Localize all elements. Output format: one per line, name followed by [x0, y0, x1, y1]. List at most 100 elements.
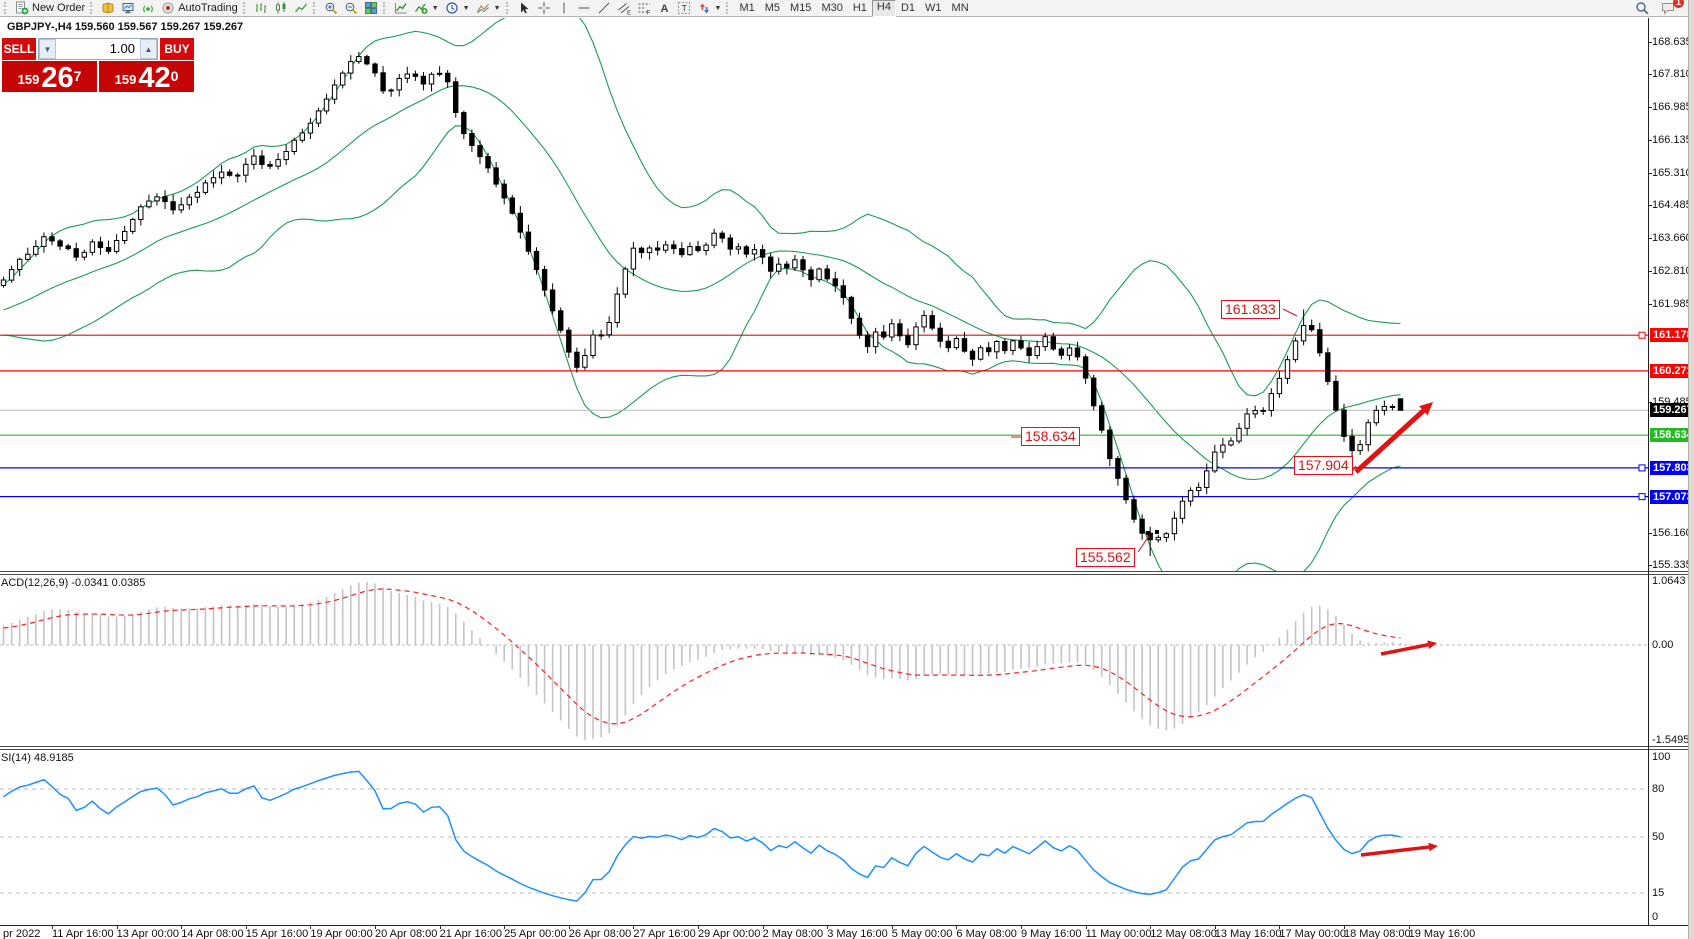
rsi-axis-80: 80	[1652, 783, 1665, 795]
volume-decrease-button[interactable]: ▼	[39, 39, 56, 59]
line-chart-button[interactable]	[291, 1, 311, 16]
toolbar: New Order AutoTrading ▼ ▼ ▼ E F A T ▼ M1 M5 M15 M30 H1…	[0, 0, 1694, 17]
price-tick-label: 161.985	[1652, 297, 1692, 310]
rsi-panel-canvas[interactable]	[0, 751, 1648, 924]
timeframe-h1[interactable]: H1	[852, 1, 867, 14]
time-label: 5 May 00:00	[891, 928, 953, 939]
line-handle[interactable]	[1638, 493, 1646, 501]
time-tick-mark	[116, 926, 118, 929]
macd-axis-max: 1.0643	[1652, 575, 1686, 587]
time-tick-mark	[1214, 926, 1216, 929]
candlestick-chart-button[interactable]	[271, 1, 291, 16]
trendline-tool[interactable]	[594, 1, 614, 16]
time-label: 14 Apr 08:00	[181, 928, 244, 939]
arrows-menu-button[interactable]: ▼	[694, 1, 725, 16]
price-annotation-155.562[interactable]: 155.562	[1076, 548, 1135, 567]
hline-icon	[578, 7, 590, 9]
main-chart-canvas[interactable]	[0, 18, 1648, 571]
timeframe-d1[interactable]: D1	[900, 1, 916, 14]
notification-badge: 1	[1672, 0, 1684, 8]
new-order-button-label: New Order	[32, 2, 86, 14]
timeframe-m5[interactable]: M5	[764, 1, 781, 14]
text-label-tool[interactable]: T	[674, 1, 694, 16]
buy-price-big: 42	[138, 62, 171, 94]
candles-icon	[275, 2, 286, 14]
trend-arrow	[1428, 842, 1438, 852]
bar-chart-button[interactable]	[251, 1, 271, 16]
indicator-add-icon	[414, 3, 428, 14]
price-tick-label: 166.135	[1652, 134, 1692, 147]
rsi-axis-15: 15	[1652, 887, 1665, 899]
time-tick-mark	[762, 926, 764, 929]
macd-splitter[interactable]	[0, 571, 1694, 575]
toolbar-grip	[4, 2, 9, 14]
metaeditor-button[interactable]	[98, 1, 118, 16]
buy-price-sup: 0	[170, 68, 179, 84]
price-tick-mark	[1648, 172, 1652, 174]
indicators-menu-button[interactable]: ▼	[411, 1, 442, 16]
vertical-line-tool[interactable]	[554, 1, 574, 16]
time-label: pr 2022	[3, 928, 41, 939]
equidistant-channel-tool[interactable]: E	[614, 1, 634, 16]
channel-icon: E	[617, 3, 631, 16]
terminal-button[interactable]	[118, 1, 138, 16]
cursor-icon	[520, 2, 529, 14]
time-axis[interactable]: pr 2022 11 Apr 16:00 13 Apr 00:00 14 Apr 08…	[0, 925, 1694, 939]
rsi-splitter[interactable]	[0, 746, 1694, 750]
new-order-button[interactable]: New Order	[12, 1, 88, 16]
price-axis[interactable]: 168.635 167.810 166.985 166.135 165.310 164.4…	[1648, 0, 1694, 939]
profile-button[interactable]	[391, 1, 411, 16]
book-icon	[102, 2, 114, 14]
time-tick-mark	[1344, 926, 1345, 929]
sell-price-button[interactable]: 159 26 7	[2, 61, 97, 94]
templates-menu-button[interactable]: ▼	[473, 1, 504, 16]
one-click-trading-panel: SELL ▼ 1.00 ▲ BUY 159 26 7 159 42 0	[2, 38, 194, 94]
time-label: 19 Apr 00:00	[310, 928, 373, 939]
zoom-out-button[interactable]	[341, 1, 361, 16]
zoom-out-icon	[345, 2, 357, 15]
volume-stepper[interactable]: ▼ 1.00 ▲	[38, 38, 158, 60]
notifications-button[interactable]: 1	[1658, 0, 1684, 16]
price-annotation-161.833[interactable]: 161.833	[1221, 300, 1280, 319]
signals-button[interactable]	[138, 1, 158, 16]
price-tick-label: 164.485	[1652, 199, 1692, 212]
timeframe-m30[interactable]: M30	[821, 1, 843, 14]
buy-price-button[interactable]: 159 42 0	[99, 61, 194, 94]
fibonacci-tool[interactable]: F	[634, 1, 654, 16]
price-annotation-158.634[interactable]: 158.634	[1021, 427, 1080, 446]
line-handle[interactable]	[1638, 331, 1646, 339]
price-annotation-157.904[interactable]: 157.904	[1294, 456, 1353, 475]
timeframe-h4[interactable]: H4	[871, 0, 896, 17]
timeframe-mn[interactable]: MN	[951, 1, 969, 14]
zoom-in-button[interactable]	[321, 1, 341, 16]
cursor-tool[interactable]	[514, 1, 534, 16]
horizontal-line-tool[interactable]	[574, 1, 594, 16]
sell-button[interactable]: SELL	[2, 38, 36, 60]
macd-indicator-label: ACD(12,26,9) -0.0341 0.0385	[1, 577, 146, 589]
timeframe-w1[interactable]: W1	[925, 1, 942, 14]
text-a-icon: A	[660, 3, 668, 15]
svg-text:F: F	[646, 11, 650, 16]
time-tick-mark	[827, 926, 829, 929]
svg-text:E: E	[627, 11, 631, 16]
macd-panel-canvas[interactable]	[0, 575, 1648, 746]
crosshair-tool[interactable]	[534, 1, 554, 16]
price-tick-label: 168.635	[1652, 36, 1692, 48]
autotrading-toggle[interactable]: AutoTrading	[158, 1, 241, 16]
buy-button[interactable]: BUY	[160, 38, 194, 60]
price-tick-label: 162.810	[1652, 265, 1692, 277]
template-icon	[476, 4, 489, 14]
time-label: 21 Apr 16:00	[439, 928, 502, 939]
tile-windows-button[interactable]	[361, 1, 381, 16]
rsi-indicator-label: SI(14) 48.9185	[1, 752, 74, 764]
line-handle[interactable]	[1638, 464, 1646, 472]
search-button[interactable]	[1632, 1, 1652, 16]
text-tool[interactable]: A	[654, 1, 674, 16]
periods-menu-button[interactable]: ▼	[442, 1, 473, 16]
price-tick-label: 166.985	[1652, 100, 1692, 113]
shapes-icon	[699, 3, 709, 14]
volume-increase-button[interactable]: ▲	[140, 39, 157, 59]
timeframe-m1[interactable]: M1	[739, 1, 755, 14]
timeframe-m15[interactable]: M15	[790, 1, 812, 14]
sell-price-big: 26	[41, 62, 74, 94]
